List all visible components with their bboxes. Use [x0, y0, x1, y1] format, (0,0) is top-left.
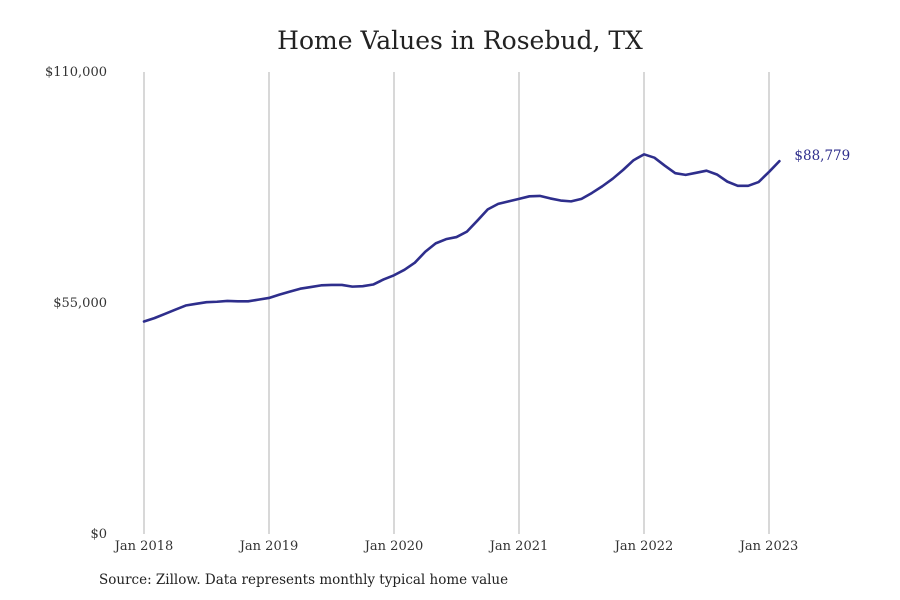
series-layer [142, 153, 781, 323]
chart-title: Home Values in Rosebud, TX [277, 26, 643, 55]
x-tick-label: Jan 2018 [113, 539, 174, 554]
end-value-label: $88,779 [794, 148, 850, 164]
x-axis-tick-labels: Jan 2018 Jan 2019 Jan 2020 Jan 2021 Jan 2022… [113, 539, 799, 554]
source-note: Source: Zillow. Data represents monthly … [99, 572, 509, 588]
y-axis-tick-labels: $0 $55,000 $110,000 [45, 65, 107, 542]
x-tick-label: Jan 2022 [613, 539, 674, 554]
x-tick-label: Jan 2021 [488, 539, 549, 554]
end-value-label-layer: $88,779 [794, 148, 850, 164]
series-line-0 [142, 153, 781, 323]
grid-lines [143, 72, 770, 534]
x-tick-label: Jan 2019 [238, 539, 299, 554]
x-tick-label: Jan 2023 [738, 539, 799, 554]
y-tick-label: $0 [90, 527, 107, 542]
y-tick-label: $55,000 [53, 296, 107, 311]
x-tick-label: Jan 2020 [363, 539, 424, 554]
y-tick-label: $110,000 [45, 65, 107, 80]
